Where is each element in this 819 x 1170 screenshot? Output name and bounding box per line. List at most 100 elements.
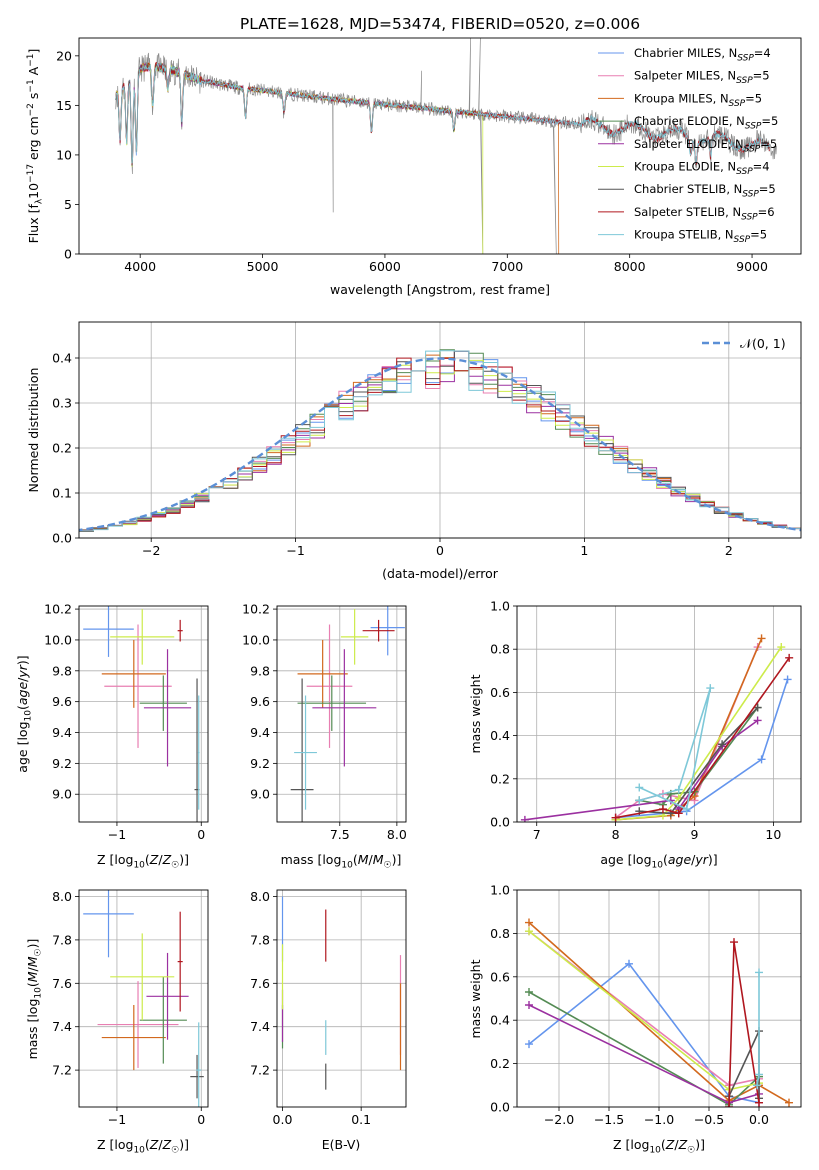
x-tick-label: −2.0 — [544, 1112, 574, 1127]
x-tick-label: 0.0 — [273, 1112, 293, 1127]
model-spectrum-kroupa-miles — [115, 62, 560, 254]
x-tick-label: 0 — [197, 1112, 205, 1127]
y-tick-label: 7.8 — [52, 932, 72, 947]
y-tick-label: 15 — [56, 98, 72, 113]
series-marker-kroupa-elodie — [525, 927, 533, 936]
y-axis-label: Flux [fλ10−17 erg cm−2 s−1 A−1] — [26, 49, 45, 244]
y-tick-label: 0.0 — [490, 1100, 510, 1115]
axes-frame — [276, 889, 407, 1108]
y-tick-label: 9.0 — [250, 787, 270, 802]
legend-label-chabrier-stelib: Chabrier STELIB, NSSP=5 — [634, 182, 776, 200]
series-marker-chabrier-miles — [783, 675, 792, 684]
y-tick-label: 9.2 — [250, 756, 270, 771]
x-tick-label: −1.5 — [594, 1112, 624, 1127]
series-marker-kroupa-stelib — [755, 1070, 763, 1079]
x-tick-label: 8000 — [614, 259, 646, 274]
y-axis-label: age [log10(age/yr)] — [15, 655, 34, 772]
y-axis-label: mass [log10(M/M☉)] — [25, 939, 44, 1060]
y-tick-label: 20 — [56, 48, 72, 63]
legend-label-kroupa-stelib: Kroupa STELIB, NSSP=5 — [634, 228, 767, 246]
series-marker-kroupa-miles — [785, 1098, 793, 1107]
y-tick-label: 9.6 — [250, 694, 270, 709]
series-marker-salpeter-stelib — [611, 813, 620, 822]
series-marker-chabrier-stelib — [753, 703, 762, 712]
axes-frame — [78, 321, 802, 539]
axes-frame — [78, 37, 802, 255]
y-tick-label: 10.2 — [44, 602, 72, 617]
x-tick-label: 0 — [197, 827, 205, 842]
y-tick-label: 5 — [64, 197, 72, 212]
x-tick-label: 9000 — [736, 259, 768, 274]
series-marker-salpeter-stelib — [658, 805, 667, 814]
plot-area — [115, 38, 777, 254]
legend-label-salpeter-miles: Salpeter MILES, NSSP=5 — [634, 69, 770, 87]
y-tick-label: 7.4 — [52, 1019, 72, 1034]
y-tick-label: 7.2 — [250, 1063, 270, 1078]
y-tick-label: 10.2 — [242, 602, 270, 617]
legend-label-salpeter-elodie: Salpeter ELODIE, NSSP=5 — [634, 137, 777, 155]
plot-area — [83, 890, 204, 1107]
series-marker-kroupa-stelib — [674, 785, 683, 794]
weight-vs-z-panel: −2.0 −1.5 −1.0 −0.5 0.0 0.0 0.2 0.4 0.6 0.8 1.0 Z [… — [468, 883, 802, 1156]
y-tick-label: 10 — [56, 147, 72, 162]
series-marker-kroupa-stelib — [682, 805, 691, 814]
y-tick-label: 0.2 — [52, 441, 72, 456]
normal-curve — [79, 357, 801, 532]
series-line-chabrier-miles — [615, 679, 789, 819]
x-axis-label: Z [log10(Z/Z☉)] — [97, 1137, 189, 1156]
x-tick-label: 2 — [725, 543, 733, 558]
legend-label-normal: 𝒩(0, 1) — [740, 336, 786, 351]
y-tick-label: 7.2 — [52, 1063, 72, 1078]
x-tick-label: −1 — [108, 1112, 126, 1127]
series-marker-salpeter-elodie — [520, 815, 529, 822]
series-marker-chabrier-elodie — [525, 987, 533, 996]
x-tick-label: 10 — [765, 827, 781, 842]
y-tick-label: 9.0 — [52, 787, 72, 802]
series-line-kroupa-miles — [528, 921, 790, 1104]
series-line-kroupa-elodie — [528, 930, 760, 1091]
mass-vs-ebv-panel: 0.0 0.1 7.2 7.4 7.6 7.8 8.0 E(B-V) — [250, 889, 407, 1152]
series-marker-kroupa-stelib — [755, 968, 763, 977]
mass-vs-z-panel: −1 0 7.2 7.4 7.6 7.8 8.0 Z [log10(Z/Z☉)] mass [l… — [25, 889, 209, 1156]
y-tick-label: 0.6 — [490, 685, 510, 700]
x-tick-label: 5000 — [247, 259, 279, 274]
x-tick-label: 7 — [533, 827, 541, 842]
y-tick-label: 1.0 — [490, 599, 510, 614]
x-axis-label: (data-model)/error — [382, 566, 499, 581]
x-axis-label: Z [log10(Z/Z☉)] — [97, 852, 189, 871]
x-axis-label: Z [log10(Z/Z☉)] — [613, 1137, 705, 1156]
y-tick-label: 0.2 — [490, 771, 510, 786]
y-tick-label: 8.0 — [250, 889, 270, 904]
x-tick-label: −1 — [108, 827, 126, 842]
plot-area — [525, 918, 793, 1107]
y-tick-label: 9.2 — [52, 756, 72, 771]
series-marker-kroupa-miles — [757, 634, 766, 643]
plot-area — [520, 634, 794, 822]
plot-area — [290, 606, 405, 822]
y-tick-label: 1.0 — [490, 883, 510, 898]
plot-area — [83, 606, 200, 822]
x-tick-label: 0.0 — [749, 1112, 769, 1127]
y-tick-label: 9.4 — [250, 725, 270, 740]
series-marker-kroupa-stelib — [753, 1081, 761, 1090]
series-line-salpeter-stelib — [615, 657, 790, 819]
x-tick-label: 7000 — [491, 259, 523, 274]
x-tick-label: 7.5 — [330, 827, 350, 842]
histogram-kroupa-stelib — [79, 350, 801, 534]
y-tick-label: 10.0 — [242, 632, 270, 647]
x-tick-label: 0 — [436, 543, 444, 558]
x-tick-label: 4000 — [124, 259, 156, 274]
x-axis-label: wavelength [Angstrom, rest frame] — [330, 282, 550, 297]
y-axis-label: Normed distribution — [26, 368, 41, 493]
x-axis-label: age [log10(age/yr)] — [600, 852, 717, 871]
series-marker-salpeter-elodie — [753, 716, 762, 725]
y-tick-label: 7.8 — [250, 932, 270, 947]
model-spectrum-kroupa-elodie — [115, 62, 484, 254]
series-line-kroupa-stelib — [638, 687, 712, 811]
y-tick-label: 0.3 — [52, 396, 72, 411]
x-tick-label: 8 — [612, 827, 620, 842]
series-marker-kroupa-stelib — [635, 783, 644, 792]
x-tick-label: 1 — [580, 543, 588, 558]
x-tick-label: 8.0 — [387, 827, 407, 842]
y-tick-label: 0.8 — [490, 926, 510, 941]
